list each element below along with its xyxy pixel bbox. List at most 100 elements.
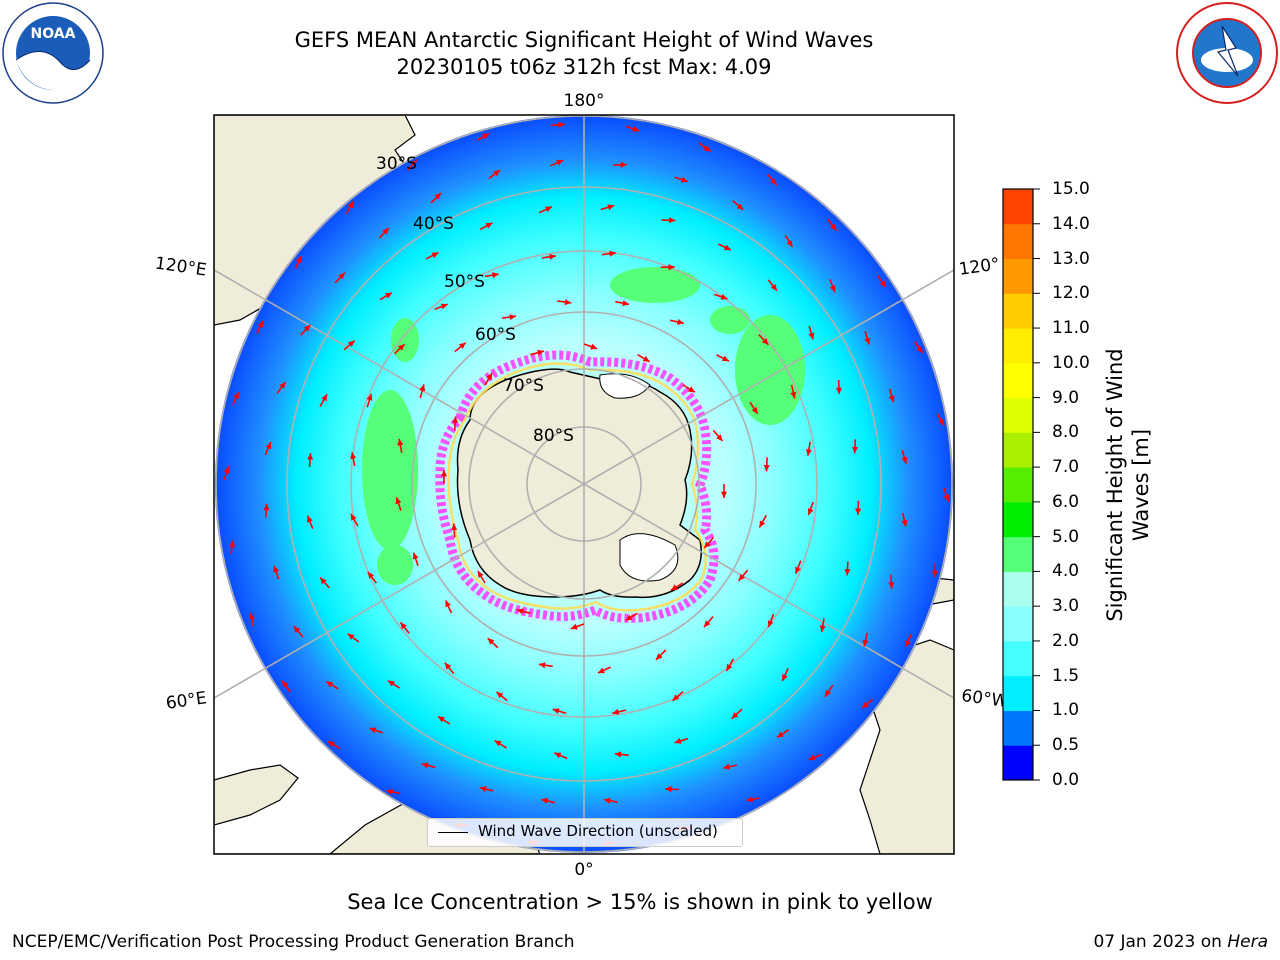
- wave-arrow-head: [864, 337, 871, 345]
- wave-arrow-head: [223, 466, 230, 474]
- wave-arrow-head: [279, 382, 286, 389]
- wave-arrow-head: [303, 324, 311, 332]
- madagascar-land: [214, 764, 299, 826]
- wave-arrow-head: [537, 349, 544, 356]
- wave-arrow-head: [549, 253, 556, 260]
- wave-arrow-head: [321, 394, 327, 402]
- wave-arrow-head: [808, 754, 816, 761]
- wave-arrow-head: [722, 355, 729, 362]
- graticule: [214, 115, 954, 854]
- colorbar-label: Significant Height of Wind Waves [m]: [1103, 348, 1153, 622]
- wave-arrow-head: [386, 789, 394, 795]
- wave-arrow-head: [901, 456, 908, 464]
- wave-arrow-head: [786, 240, 793, 248]
- lon-label-120e: 120°E: [154, 254, 208, 281]
- wave-arrow-head: [492, 272, 499, 279]
- wave-arrow-head: [479, 786, 487, 793]
- credit-date-text: 07 Jan 2023 on: [1093, 932, 1228, 952]
- wave-arrow-head: [545, 206, 552, 213]
- wave-arrow-head: [721, 491, 727, 498]
- colorbar-segment: [1003, 606, 1033, 642]
- wave-arrow-head: [736, 203, 744, 210]
- wave-arrow-head: [770, 284, 777, 291]
- colorbar-tick-label: 3.0: [1052, 596, 1080, 617]
- wave-arrow-head: [607, 204, 615, 211]
- colorbar-segment: [1003, 710, 1033, 746]
- wave-arrow-head: [441, 470, 447, 477]
- colorbar-segment: [1003, 745, 1033, 781]
- wave-arrow-head: [777, 731, 784, 738]
- wave-arrow-head: [671, 584, 678, 591]
- colorbar-segment: [1003, 467, 1033, 503]
- wave-arrow-head: [674, 737, 682, 744]
- colorbar-segment: [1003, 258, 1033, 294]
- wave-arrow-head: [434, 193, 442, 200]
- wave-arrow-head: [452, 416, 459, 423]
- wave-arrow-head: [677, 318, 684, 325]
- wave-arrow-head: [767, 620, 774, 628]
- wave-arrow-head: [397, 344, 405, 351]
- wave-arrow-head: [570, 623, 578, 630]
- wave-arrow-head: [494, 740, 502, 747]
- wave-arrow-head: [382, 227, 389, 235]
- lat-label-60s: 60°S: [475, 325, 516, 345]
- wave-arrow-head: [400, 622, 407, 630]
- wave-arrow-head: [862, 702, 869, 709]
- colorbar-tick-label: 7.0: [1052, 457, 1080, 478]
- map-frame: [213, 114, 955, 855]
- wave-arrow-head: [704, 620, 711, 628]
- wave-arrow-head: [412, 552, 419, 560]
- wave-arrow-head: [620, 161, 627, 168]
- wave-arrow-head: [688, 386, 695, 393]
- lon-label-60w: 60°W: [960, 686, 1009, 712]
- credit-branch: NCEP/EMC/Verification Post Processing Pr…: [12, 932, 575, 952]
- wave-arrow-head: [477, 571, 484, 578]
- colorbar-tick-label: 4.0: [1052, 561, 1080, 582]
- map-area: [214, 115, 954, 854]
- wave-arrow-head: [556, 159, 564, 166]
- wave-arrow-head: [731, 712, 739, 719]
- colorbar-segment: [1003, 432, 1033, 468]
- wave-arrow-head: [805, 449, 812, 456]
- wave-arrow-head: [350, 513, 357, 521]
- colorbar-tick-label: 0.5: [1052, 735, 1080, 756]
- colorbar-segment: [1003, 362, 1033, 399]
- wave-arrow-head: [552, 708, 560, 714]
- wave-arrow-head: [387, 680, 395, 687]
- wave-arrow-head: [558, 121, 565, 128]
- wave-arrow-head: [554, 752, 562, 759]
- wind-wave-arrows: [223, 121, 950, 847]
- wave-arrow-head: [759, 520, 766, 528]
- noaa-logo-icon: NOAA: [2, 2, 104, 104]
- colorbar: [1003, 188, 1040, 781]
- wave-arrow-head: [347, 201, 354, 209]
- nws-logo-icon: [1176, 2, 1278, 104]
- wave-arrow-head: [350, 452, 357, 460]
- wave-arrow-head: [807, 508, 814, 516]
- wave-arrow-head: [486, 373, 493, 380]
- colorbar-tick-label: 12.0: [1052, 283, 1090, 304]
- wave-arrow-head: [385, 292, 392, 299]
- colorbar-tick-label: 6.0: [1052, 491, 1080, 512]
- wave-arrow-head: [440, 303, 448, 310]
- wave-arrow-head: [668, 264, 675, 271]
- wave-arrow-head: [672, 694, 680, 701]
- wave-arrow-head: [844, 569, 851, 576]
- wave-arrow-head: [738, 574, 746, 581]
- lon-label-bottom: 0°: [574, 860, 593, 880]
- wave-arrow-head: [541, 797, 549, 804]
- colorbar-tick-label: 0.0: [1052, 770, 1080, 790]
- sea-ice-footnote: Sea Ice Concentration > 15% is shown in …: [347, 890, 933, 914]
- wave-arrow-head: [632, 126, 640, 132]
- wave-arrow-head: [590, 343, 598, 350]
- wave-arrow-head: [327, 741, 335, 748]
- wave-arrow-head: [229, 540, 235, 548]
- wave-arrow-head: [622, 300, 629, 307]
- wave-arrow-head: [410, 159, 418, 167]
- colorbar-tick-label: 5.0: [1052, 526, 1080, 547]
- wave-arrow-head: [612, 708, 620, 715]
- wave-arrow-head: [438, 716, 445, 723]
- wave-arrow-head: [680, 176, 688, 183]
- wave-arrow-head: [293, 626, 301, 633]
